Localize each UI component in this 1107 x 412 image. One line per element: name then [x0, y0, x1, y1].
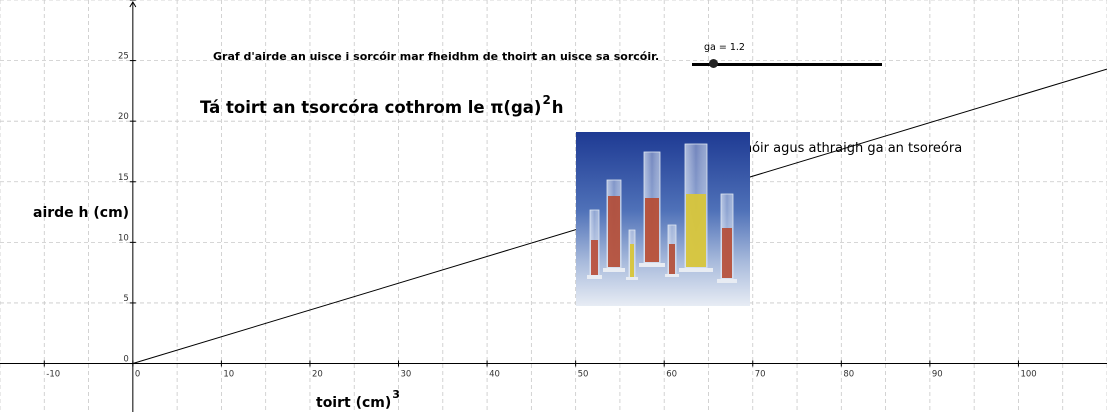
graduated-cylinders-photo: [576, 132, 750, 306]
y-axis-arrow: [129, 1, 137, 8]
y-tick-label: 10: [118, 233, 129, 243]
slider-handle[interactable]: [709, 59, 719, 68]
x-tick-label: 40: [489, 370, 500, 380]
x-tick-label: 80: [843, 370, 854, 380]
radius-slider[interactable]: ga = 1.2: [692, 42, 884, 73]
y-tick-label: 30: [118, 0, 129, 1]
x-tick-label: 50: [578, 370, 589, 380]
x-axis-label-exponent: 3: [392, 388, 400, 401]
y-tick-label: 15: [118, 173, 129, 183]
volume-formula-text: Tá toirt an tsorcóra cothrom le π(ga)2h: [200, 93, 564, 117]
x-tick-label: 60: [666, 370, 677, 380]
formula-suffix: h: [551, 98, 564, 117]
x-axis-label: toirt (cm)3: [316, 388, 400, 411]
x-tick-label: -10: [46, 370, 60, 380]
formula-exponent: 2: [542, 93, 551, 107]
x-tick-label: 10: [223, 370, 234, 380]
x-tick-label: 70: [755, 370, 766, 380]
slider-value-label: ga = 1.2: [704, 42, 745, 53]
x-tick-label: 0: [135, 370, 140, 380]
y-tick-label: 0: [123, 355, 128, 365]
x-tick-label: 30: [401, 370, 412, 380]
formula-prefix: Tá toirt an tsorcóra cothrom le π(ga): [200, 98, 542, 117]
x-tick-label: 20: [312, 370, 323, 380]
tick-labels: -10 0 10 20 30 40 50 60 70 80 90 100 0 5 10 15 20 25 30: [43, 0, 1037, 380]
x-axis-label-text: toirt (cm): [316, 395, 392, 411]
x-tick-label: 100: [1020, 370, 1036, 380]
y-tick-label: 5: [123, 294, 128, 304]
x-tick-label: 90: [932, 370, 943, 380]
graph-title: Graf d'airde an uisce i sorcóir mar fhei…: [213, 50, 660, 63]
slider-track[interactable]: [692, 63, 882, 66]
y-tick-label: 20: [118, 112, 129, 122]
y-tick-label: 25: [118, 52, 129, 62]
y-axis-label: airde h (cm): [33, 205, 130, 221]
